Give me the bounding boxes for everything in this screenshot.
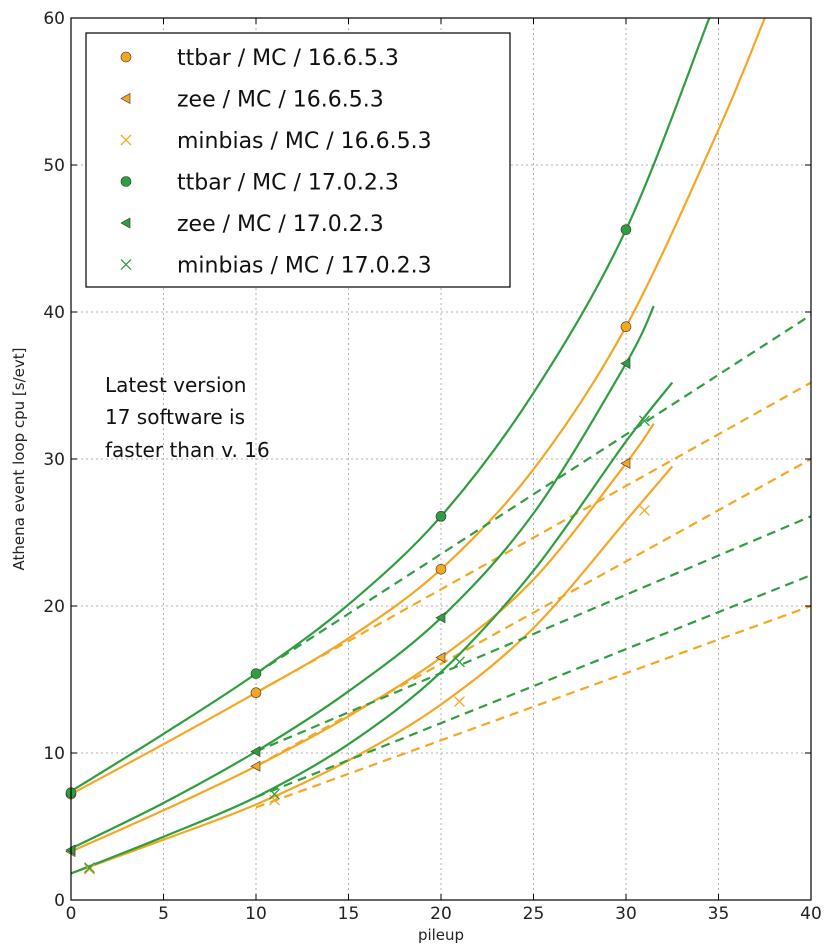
x-axis-title: pileup: [418, 926, 464, 944]
data-point: [454, 656, 465, 668]
series-fit-curve: [71, 381, 674, 875]
data-point: [620, 357, 631, 369]
x-tick-label: 0: [66, 904, 77, 924]
annotation: Latest version 17 software is faster tha…: [105, 373, 270, 462]
x-tick-label: 35: [708, 904, 730, 924]
data-point: [620, 321, 632, 333]
legend-label: ttbar / MC / 16.6.5.3: [177, 46, 399, 71]
legend-marker: [120, 259, 132, 270]
ticks: 0 5 10 15 20 25 30 35 40 0 10 20 30 40 50 60: [43, 9, 821, 924]
y-tick-label: 10: [43, 744, 65, 764]
data-point: [84, 862, 95, 874]
x-tick-label: 25: [523, 904, 545, 924]
annotation-line-1: Latest version: [105, 373, 246, 397]
legend-label: minbias / MC / 17.0.2.3: [177, 254, 432, 279]
series-linear-extrapolation: [255, 381, 811, 694]
legend-marker: [120, 51, 132, 63]
data-point: [250, 760, 261, 772]
series-fit-curve: [71, 423, 655, 853]
annotation-line-3: faster than v. 16: [105, 438, 270, 462]
legend-label: zee / MC / 17.0.2.3: [177, 212, 384, 237]
data-point: [269, 788, 280, 800]
data-point: [250, 687, 262, 699]
legend-marker: [120, 134, 132, 146]
x-tick-label: 20: [430, 904, 452, 924]
data-point: [639, 504, 650, 516]
y-axis-title: Athena event loop cpu [s/evt]: [10, 348, 28, 571]
series-markers: [65, 224, 650, 875]
y-tick-label: 50: [43, 156, 65, 176]
series-linear-extrapolation: [255, 574, 811, 799]
data-point: [435, 511, 447, 522]
x-tick-label: 40: [800, 904, 822, 924]
data-point: [620, 457, 631, 469]
legend-label: minbias / MC / 16.6.5.3: [177, 129, 432, 154]
series-fit-curve: [71, 465, 674, 875]
x-tick-label: 10: [245, 904, 267, 924]
series-linear-extrapolation: [255, 604, 811, 809]
data-point: [435, 651, 446, 663]
x-tick-label: 5: [158, 904, 169, 924]
y-tick-label: 60: [43, 9, 65, 29]
series-fit-curve: [71, 305, 655, 850]
y-tick-label: 30: [43, 450, 65, 470]
series-linear-extrapolation: [255, 314, 811, 675]
x-tick-label: 30: [615, 904, 637, 924]
legend-box: [85, 32, 511, 288]
data-point: [639, 415, 650, 427]
data-point: [250, 668, 262, 679]
legend: ttbar / MC / 16.6.5.3 zee / MC / 16.6.5.3…: [85, 32, 511, 288]
y-tick-label: 20: [43, 597, 65, 617]
x-tick-label: 15: [338, 904, 360, 924]
data-point: [435, 563, 447, 575]
data-point: [84, 863, 95, 875]
data-point: [435, 612, 446, 624]
series-fit-curve: [71, 18, 766, 796]
legend-marker: [120, 92, 131, 105]
legend-marker: [120, 217, 131, 229]
legend-label: ttbar / MC / 17.0.2.3: [177, 171, 399, 196]
y-tick-label: 0: [54, 891, 65, 911]
legend-label: zee / MC / 16.6.5.3: [177, 88, 384, 113]
data-point: [250, 746, 261, 758]
data-point: [454, 696, 465, 708]
annotation-line-2: 17 software is: [105, 405, 245, 429]
data-point: [620, 224, 632, 235]
series-linear-extrapolation: [255, 515, 811, 753]
y-tick-label: 40: [43, 303, 65, 323]
legend-marker: [120, 176, 132, 187]
